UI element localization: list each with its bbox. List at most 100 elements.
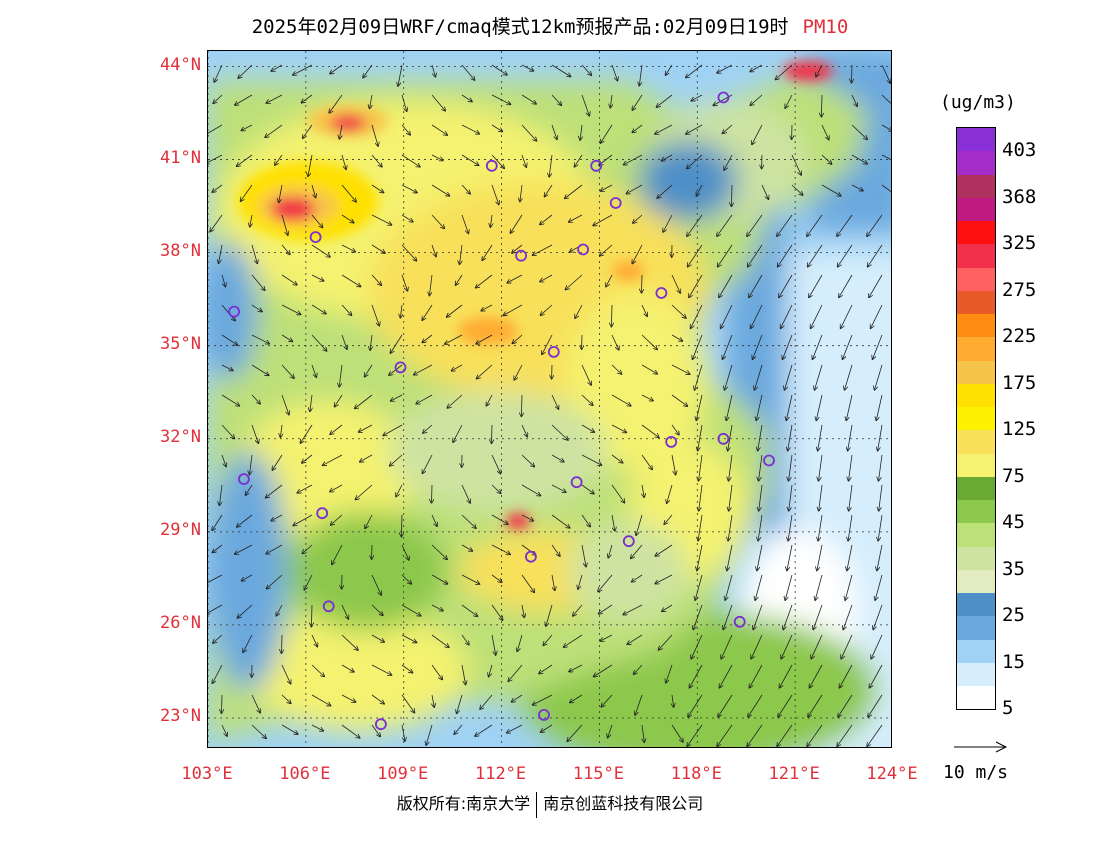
wind-arrow [521, 64, 534, 71]
latitude-label: 35°N [160, 333, 201, 354]
wind-arrow [819, 484, 823, 511]
city-marker [655, 287, 668, 299]
wind-arrow [335, 394, 343, 407]
wind-arrow [807, 724, 823, 746]
city-marker [309, 231, 322, 244]
wind-arrow [756, 394, 763, 420]
wind-arrow [311, 724, 323, 731]
wind-arrow [841, 634, 853, 659]
wind-arrow [371, 634, 384, 642]
wind-arrow [634, 664, 643, 674]
colorbar-cell [957, 337, 995, 361]
wind-arrow [581, 514, 590, 527]
wind-arrow [549, 154, 553, 177]
wind-arrow [755, 574, 763, 600]
wind-arrow [521, 544, 536, 555]
wind-arrow [837, 214, 853, 236]
wind-arrow [447, 304, 463, 317]
wind-arrow [431, 664, 442, 680]
city-marker [485, 159, 498, 172]
wind-arrow [758, 424, 763, 451]
wind-arrow [593, 214, 613, 226]
wind-arrow [783, 334, 793, 359]
wind-arrow [281, 244, 290, 254]
latitude-label: 26°N [160, 612, 201, 633]
wind-arrow [266, 544, 283, 554]
wind-arrow [821, 94, 822, 117]
concentration-field [208, 51, 891, 747]
wind-arrow [266, 94, 283, 103]
wind-arrow [208, 574, 223, 585]
colorbar-cell [957, 221, 995, 245]
wind-arrow [729, 454, 733, 481]
colorbar-label: 45 [1002, 511, 1025, 533]
wind-arrow [359, 424, 373, 432]
footer-divider [536, 791, 538, 818]
wind-arrow [655, 574, 673, 584]
wind-arrow [725, 574, 733, 600]
wind-arrow [551, 394, 559, 409]
wind-arrow [581, 94, 589, 116]
wind-arrow [251, 304, 262, 312]
wind-arrow [371, 304, 379, 326]
wind-arrow [541, 304, 553, 315]
wind-arrow [491, 184, 499, 205]
wind-arrow [423, 424, 433, 433]
wind-arrow [401, 214, 413, 222]
latitude-label: 41°N [160, 147, 201, 168]
wind-arrow [521, 514, 533, 521]
wind-arrow [747, 214, 763, 236]
wind-arrow [235, 544, 253, 554]
wind-arrow [578, 574, 583, 589]
wind-arrow [371, 664, 392, 675]
wind-arrow [776, 64, 793, 80]
wind-arrow [841, 304, 853, 328]
wind-arrow [811, 634, 823, 659]
wind-arrow [845, 574, 853, 600]
colorbar-cell [957, 267, 995, 291]
wind-arrow [503, 304, 523, 315]
wind-arrow [546, 604, 553, 626]
wind-arrow [341, 694, 356, 702]
wind-arrow [521, 454, 534, 467]
wind-arrow [623, 604, 643, 615]
wind-arrow [414, 364, 433, 375]
wind-arrow [636, 514, 643, 535]
wind-arrow [581, 364, 591, 385]
wind-arrow [521, 124, 537, 141]
wind-arrow [750, 64, 763, 72]
wind-arrow [664, 514, 673, 524]
wind-arrow [749, 664, 763, 688]
wind-arrow [339, 364, 343, 387]
wind-arrow [564, 634, 583, 647]
wind-arrow [781, 304, 793, 328]
wind-arrow [627, 634, 643, 644]
wind-arrow [666, 64, 673, 75]
wind-arrow [723, 124, 733, 133]
reference-wind-label: 10 m/s [943, 762, 1009, 783]
wind-arrow [429, 274, 433, 296]
wind-arrow [581, 394, 593, 405]
wind-arrow [214, 64, 223, 82]
wind-arrow [611, 484, 625, 503]
wind-arrow [490, 214, 492, 227]
wind-arrow [311, 604, 312, 627]
wind-arrow [817, 544, 823, 571]
wind-arrow [341, 184, 356, 202]
wind-arrow [751, 634, 763, 659]
wind-arrow [371, 124, 378, 146]
wind-arrow [491, 634, 496, 655]
wind-arrow [491, 514, 508, 524]
wind-arrow [431, 244, 436, 257]
city-marker [733, 615, 746, 628]
wind-arrow [476, 334, 493, 344]
city-marker [515, 249, 528, 262]
wind-arrow [401, 574, 411, 584]
wind-arrow [642, 274, 643, 293]
wind-arrow [521, 574, 534, 592]
colorbar-cell [957, 593, 995, 617]
wind-arrow [512, 244, 523, 253]
wind-arrow [816, 64, 823, 77]
city-marker [316, 507, 329, 520]
wind-arrow [785, 574, 793, 600]
